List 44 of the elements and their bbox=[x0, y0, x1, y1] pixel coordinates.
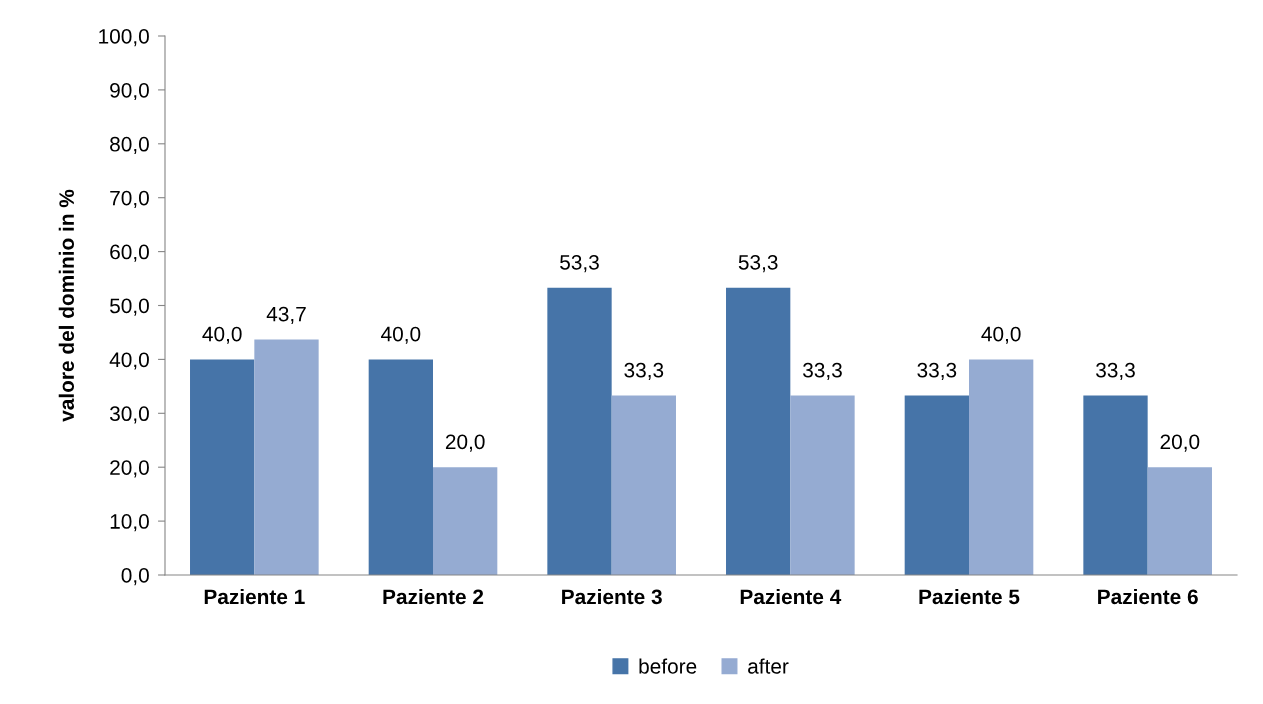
bar bbox=[1147, 467, 1212, 575]
y-tick-label: 40,0 bbox=[109, 352, 149, 370]
y-tick-label: 70,0 bbox=[110, 190, 149, 208]
data-label: 53,3 bbox=[738, 254, 778, 273]
data-label: 33,3 bbox=[1096, 362, 1135, 380]
x-tick-label: Paziente 5 bbox=[919, 588, 1020, 605]
y-tick-label: 0,0 bbox=[121, 568, 149, 586]
legend-label: after bbox=[748, 658, 789, 674]
legend-label: before bbox=[639, 658, 697, 674]
x-tick-label: Paziente 6 bbox=[1098, 588, 1198, 605]
bar bbox=[790, 395, 855, 575]
data-label: 33,3 bbox=[624, 362, 664, 380]
bar bbox=[547, 287, 612, 575]
y-tick-label: 20,0 bbox=[110, 460, 149, 478]
y-tick-label: 80,0 bbox=[110, 136, 149, 155]
x-tick-label: Paziente 2 bbox=[383, 588, 484, 605]
x-tick-label: Paziente 1 bbox=[204, 588, 305, 605]
data-label: 40,0 bbox=[381, 326, 421, 344]
bar bbox=[254, 339, 319, 575]
data-label: 53,3 bbox=[560, 254, 599, 273]
data-label: 33,3 bbox=[803, 362, 842, 380]
data-label: 40,0 bbox=[981, 326, 1021, 344]
bar bbox=[904, 395, 969, 575]
data-label: 20,0 bbox=[445, 434, 485, 452]
data-label: 33,3 bbox=[917, 362, 957, 380]
y-tick-label: 30,0 bbox=[109, 406, 149, 424]
bar bbox=[1083, 395, 1148, 575]
bar bbox=[433, 467, 498, 575]
y-tick-label: 10,0 bbox=[110, 514, 149, 532]
y-tick-label: 60,0 bbox=[110, 244, 149, 262]
bar bbox=[969, 359, 1034, 575]
y-tick-label: 90,0 bbox=[110, 82, 149, 101]
data-label: 43,7 bbox=[266, 306, 306, 324]
bar bbox=[726, 287, 791, 575]
y-tick-label: 50,0 bbox=[110, 298, 149, 316]
data-label: 20,0 bbox=[1160, 434, 1200, 452]
x-tick-label: Paziente 3 bbox=[562, 588, 662, 605]
x-tick-label: Paziente 4 bbox=[740, 588, 842, 605]
bar bbox=[611, 395, 676, 575]
bar bbox=[190, 359, 255, 575]
data-label: 40,0 bbox=[202, 326, 242, 344]
y-tick-label: 100,0 bbox=[99, 29, 149, 47]
bar bbox=[368, 359, 433, 575]
y-axis-title: valore del dominio in % bbox=[58, 189, 75, 422]
